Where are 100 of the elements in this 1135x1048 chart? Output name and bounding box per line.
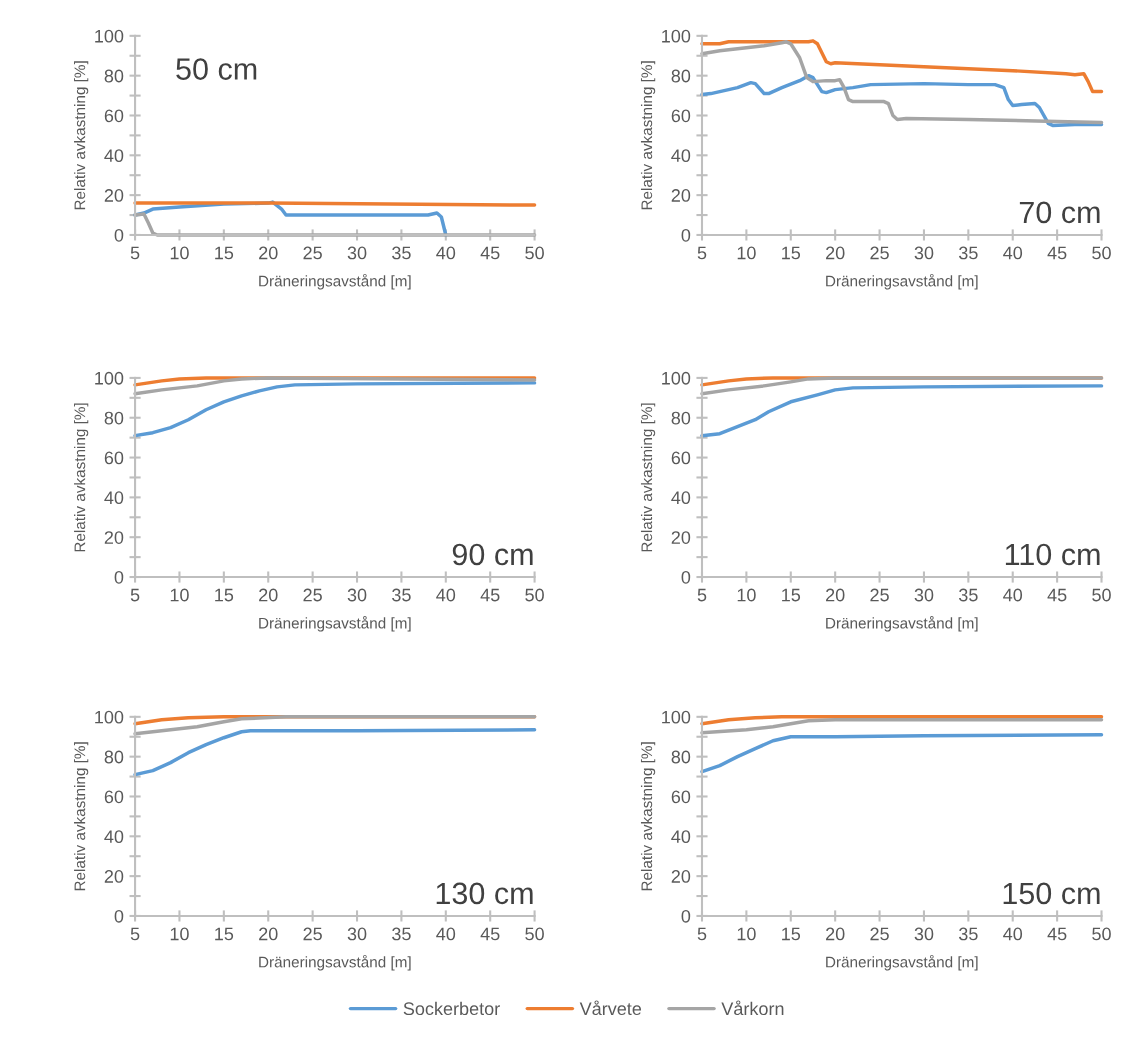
- y-tick-label: 100: [95, 29, 124, 43]
- annotation: 110 cm: [1005, 543, 1100, 566]
- x-tick-label: 40: [1003, 588, 1023, 602]
- y-tick-label: 0: [114, 570, 124, 584]
- x-tick-label: 40: [1003, 927, 1023, 941]
- x-tick-label: 15: [782, 246, 801, 260]
- y-tick-label: 60: [671, 109, 691, 123]
- y-tick-label: 100: [95, 710, 124, 724]
- x-tick-label: 40: [1003, 246, 1023, 260]
- line-series: [133, 381, 537, 438]
- x-tick-label: 15: [782, 927, 801, 941]
- x-tick-label: 25: [303, 588, 322, 602]
- y-axis-title: Relativ avkastning [%]: [640, 61, 656, 210]
- y-tick-label: 0: [114, 228, 124, 242]
- y-tick-label: 0: [681, 228, 691, 242]
- x-tick-label: 50: [1092, 588, 1111, 602]
- x-tick-label: 45: [1047, 588, 1067, 602]
- line-series: [700, 718, 1104, 735]
- x-tick-label: 45: [480, 588, 500, 602]
- y-axis-title: Relativ avkastning [%]: [74, 61, 89, 210]
- x-tick-label: 30: [347, 588, 367, 602]
- y-tick-label: 100: [95, 371, 124, 385]
- x-tick-label: 50: [525, 927, 544, 941]
- x-axis-title: Dräneringsavstånd [m]: [826, 274, 978, 290]
- x-tick-label: 5: [130, 588, 140, 602]
- x-tick-label: 15: [215, 588, 234, 602]
- annotation: 90 cm: [452, 543, 533, 566]
- y-tick-label: 60: [104, 451, 124, 465]
- y-tick-label: 100: [662, 371, 691, 385]
- x-axis-title: Dräneringsavstånd [m]: [826, 955, 978, 971]
- y-tick-label: 60: [104, 790, 124, 804]
- annotation: 150 cm: [1003, 882, 1100, 905]
- x-tick-label: 10: [170, 927, 189, 941]
- x-axis-title: Dräneringsavstånd [m]: [259, 274, 411, 290]
- y-tick-label: 40: [671, 149, 691, 163]
- legend-label: Sockerbetor: [403, 1001, 500, 1016]
- line-series: [700, 733, 1104, 774]
- annotation: 70 cm: [1019, 201, 1100, 224]
- x-tick-label: 30: [347, 246, 367, 260]
- y-tick-label: 40: [104, 149, 124, 163]
- x-tick-label: 15: [215, 927, 234, 941]
- x-tick-label: 30: [347, 927, 367, 941]
- y-tick-label: 20: [104, 870, 124, 883]
- y-tick-label: 40: [671, 830, 691, 844]
- y-tick-label: 60: [671, 790, 691, 804]
- x-tick-label: 50: [525, 588, 544, 602]
- line-series: [133, 376, 537, 396]
- x-tick-label: 40: [436, 588, 456, 602]
- x-tick-label: 25: [870, 246, 889, 260]
- x-tick-label: 10: [170, 246, 189, 260]
- y-axis-title: Relativ avkastning [%]: [640, 742, 656, 891]
- legend-label: Vårvete: [579, 1000, 642, 1016]
- x-tick-label: 10: [737, 588, 756, 602]
- y-tick-label: 20: [671, 870, 691, 883]
- x-tick-label: 35: [392, 927, 411, 941]
- y-tick-label: 80: [104, 411, 124, 425]
- x-tick-label: 20: [826, 588, 845, 602]
- y-tick-label: 20: [671, 189, 691, 202]
- y-tick-label: 80: [104, 69, 124, 83]
- y-tick-label: 100: [662, 29, 691, 43]
- x-tick-label: 35: [958, 588, 978, 602]
- y-tick-label: 60: [104, 109, 124, 123]
- x-axis-title: Dräneringsavstånd [m]: [259, 955, 411, 971]
- y-tick-label: 40: [104, 491, 124, 505]
- y-tick-label: 40: [104, 830, 124, 844]
- x-tick-label: 40: [436, 246, 456, 260]
- x-tick-label: 20: [826, 246, 845, 260]
- x-tick-label: 15: [782, 588, 801, 602]
- annotation: 130 cm: [436, 882, 533, 905]
- x-axis-title: Dräneringsavstånd [m]: [259, 616, 411, 632]
- x-tick-label: 45: [1047, 927, 1067, 941]
- y-tick-label: 80: [671, 750, 691, 764]
- x-tick-label: 35: [958, 927, 978, 941]
- x-tick-label: 25: [870, 588, 889, 602]
- line-series: [700, 715, 1104, 726]
- legend-label: Vårkorn: [721, 1000, 784, 1016]
- x-tick-label: 10: [737, 927, 756, 941]
- x-tick-label: 15: [215, 246, 234, 260]
- x-tick-label: 5: [130, 927, 140, 941]
- y-axis-title: Relativ avkastning [%]: [74, 742, 89, 891]
- x-tick-label: 40: [436, 927, 456, 941]
- x-tick-label: 10: [170, 588, 189, 602]
- y-axis-title: Relativ avkastning [%]: [74, 403, 89, 552]
- y-tick-label: 20: [104, 189, 124, 202]
- y-tick-label: 80: [104, 750, 124, 764]
- x-tick-label: 45: [480, 246, 500, 260]
- x-tick-label: 20: [259, 588, 278, 602]
- line-series: [700, 39, 1104, 94]
- y-tick-label: 80: [671, 69, 691, 83]
- line-series: [700, 384, 1104, 438]
- y-tick-label: 0: [681, 570, 691, 584]
- y-tick-label: 0: [114, 909, 124, 923]
- x-tick-label: 35: [392, 246, 411, 260]
- x-tick-label: 5: [130, 246, 140, 260]
- line-series: [700, 40, 1104, 125]
- x-tick-label: 50: [525, 246, 544, 260]
- x-tick-label: 50: [1092, 927, 1111, 941]
- x-axis-title: Dräneringsavstånd [m]: [826, 616, 978, 632]
- x-tick-label: 10: [737, 246, 756, 260]
- x-tick-label: 30: [914, 246, 934, 260]
